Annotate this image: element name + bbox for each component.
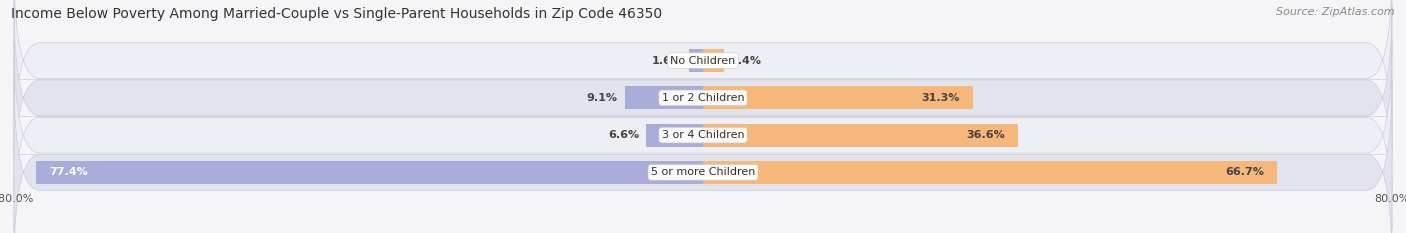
Text: 3 or 4 Children: 3 or 4 Children <box>662 130 744 140</box>
Text: 9.1%: 9.1% <box>586 93 617 103</box>
Text: 1.6%: 1.6% <box>651 56 682 65</box>
Bar <box>647 123 703 147</box>
Text: 6.6%: 6.6% <box>609 130 640 140</box>
Text: Income Below Poverty Among Married-Couple vs Single-Parent Households in Zip Cod: Income Below Poverty Among Married-Coupl… <box>11 7 662 21</box>
Text: 77.4%: 77.4% <box>49 168 89 177</box>
Text: 31.3%: 31.3% <box>921 93 960 103</box>
Text: 5 or more Children: 5 or more Children <box>651 168 755 177</box>
Bar <box>689 49 703 72</box>
Text: 36.6%: 36.6% <box>966 130 1005 140</box>
Bar <box>703 123 1018 147</box>
FancyBboxPatch shape <box>14 79 1392 233</box>
FancyBboxPatch shape <box>14 4 1392 192</box>
Text: No Children: No Children <box>671 56 735 65</box>
Text: Source: ZipAtlas.com: Source: ZipAtlas.com <box>1277 7 1395 17</box>
Bar <box>703 49 724 72</box>
FancyBboxPatch shape <box>14 0 1392 154</box>
Bar <box>703 161 1278 184</box>
Bar <box>624 86 703 110</box>
Text: 66.7%: 66.7% <box>1226 168 1264 177</box>
Text: 1 or 2 Children: 1 or 2 Children <box>662 93 744 103</box>
FancyBboxPatch shape <box>14 41 1392 229</box>
Bar <box>703 86 973 110</box>
Bar <box>37 161 703 184</box>
Text: 2.4%: 2.4% <box>731 56 762 65</box>
